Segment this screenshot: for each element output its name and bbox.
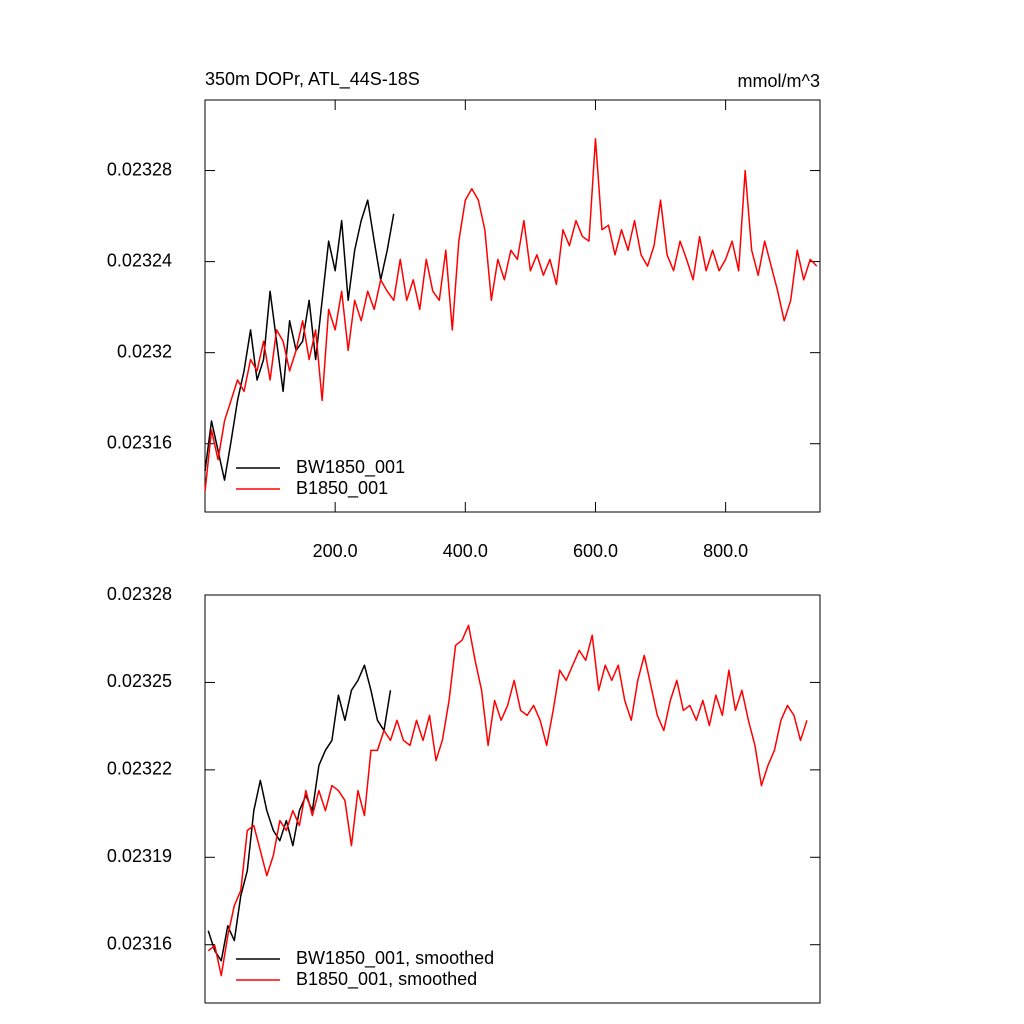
legend-label: B1850_001, smoothed <box>296 969 477 990</box>
y-tick-label: 0.0232 <box>117 341 172 361</box>
legend-label: BW1850_001 <box>296 457 405 478</box>
units-label: mmol/m^3 <box>738 71 820 91</box>
y-tick-label: 0.02324 <box>107 250 172 270</box>
y-tick-label: 0.02328 <box>107 584 172 604</box>
plot-frame <box>204 99 821 513</box>
series-line <box>207 624 808 977</box>
y-tick-label: 0.02316 <box>107 933 172 953</box>
y-tick-label: 0.02328 <box>107 159 172 179</box>
legend-label: BW1850_001, smoothed <box>296 948 494 969</box>
y-tick-label: 0.02316 <box>107 432 172 452</box>
series-line <box>204 137 818 492</box>
chart-title: 350m DOPr, ATL_44S-18S <box>205 69 420 90</box>
y-tick-label: 0.02322 <box>107 759 172 779</box>
x-tick-label: 200.0 <box>313 541 358 561</box>
y-tick-label: 0.02319 <box>107 846 172 866</box>
x-tick-label: 800.0 <box>703 541 748 561</box>
x-tick-label: 400.0 <box>443 541 488 561</box>
plot-frame <box>204 594 821 1004</box>
series-line <box>207 664 392 962</box>
legend-label: B1850_001 <box>296 478 388 499</box>
series-line <box>204 199 395 481</box>
x-tick-label: 600.0 <box>573 541 618 561</box>
y-tick-label: 0.02325 <box>107 671 172 691</box>
